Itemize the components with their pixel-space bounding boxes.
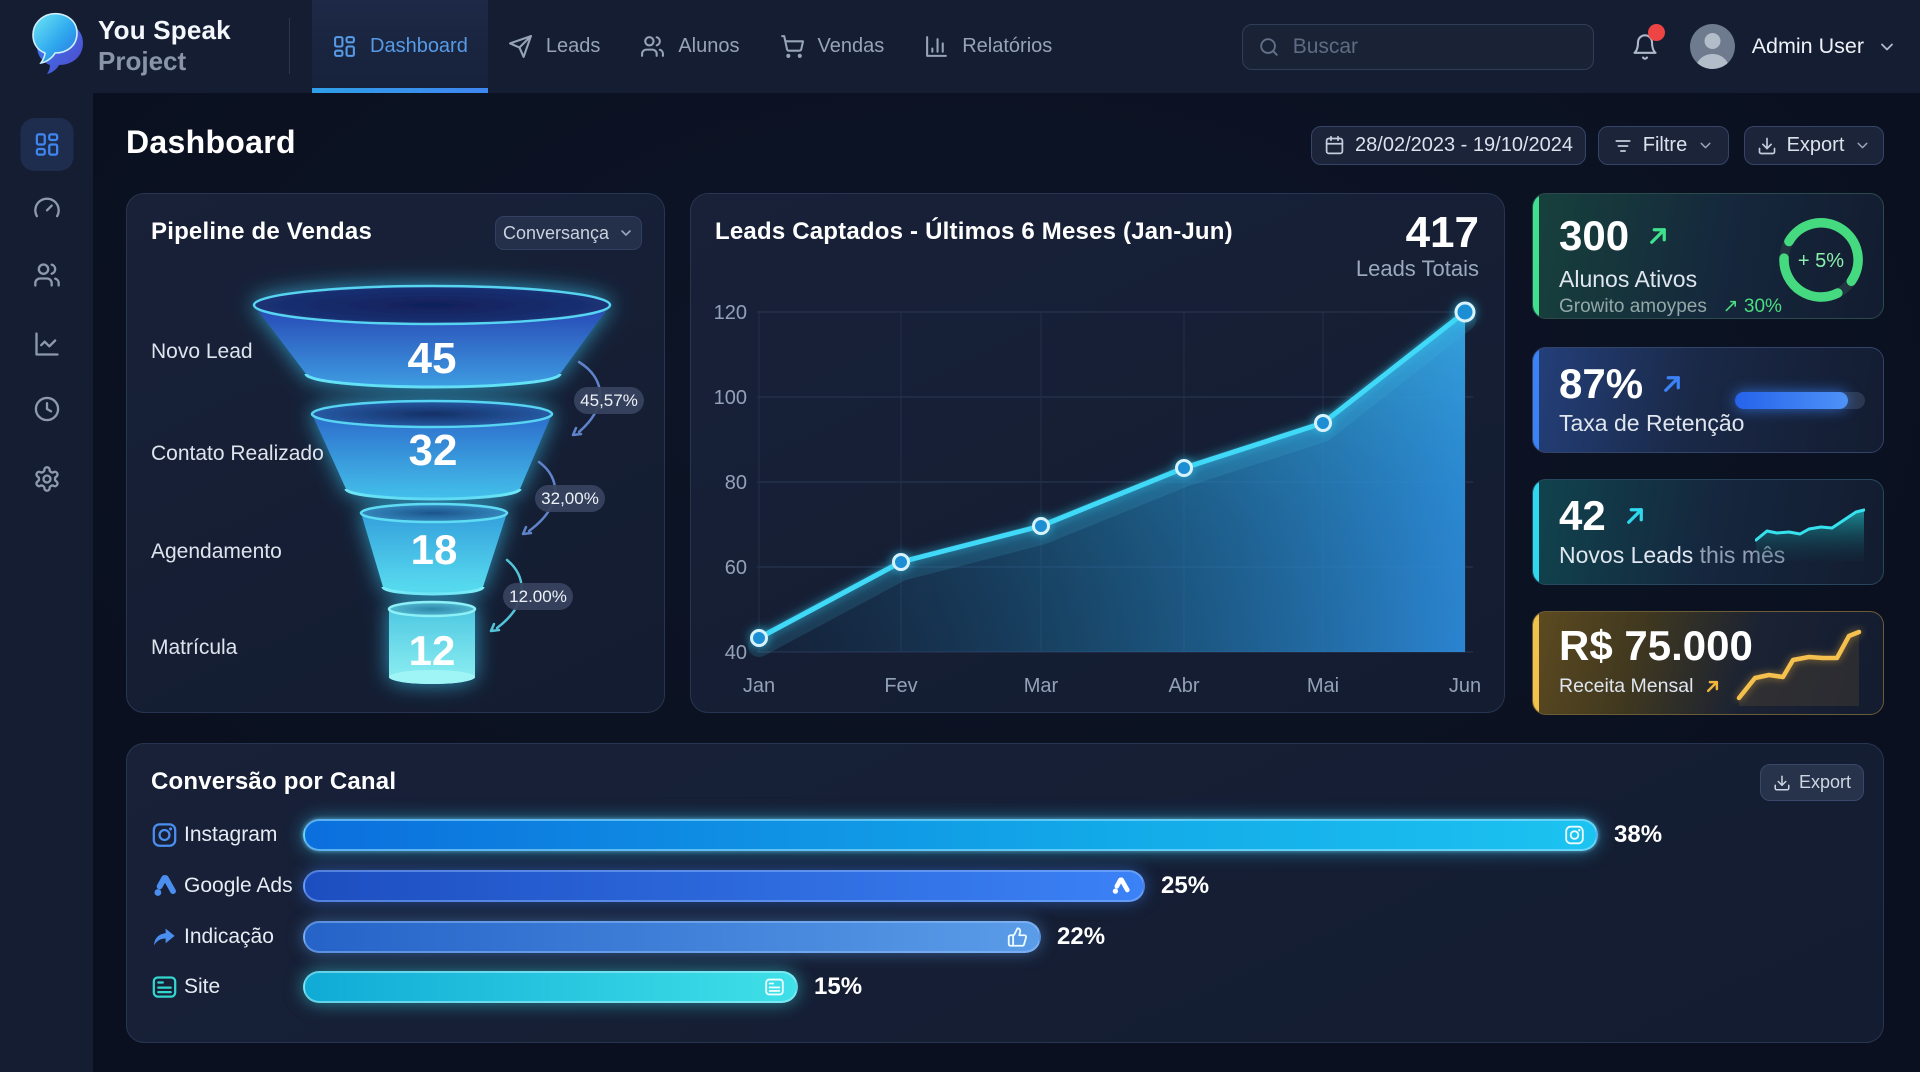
svg-text:Abr: Abr (1168, 675, 1199, 697)
svg-text:40: 40 (725, 642, 747, 664)
svg-text:120: 120 (714, 302, 747, 324)
svg-text:Mar: Mar (1024, 675, 1059, 697)
svg-text:Jan: Jan (743, 675, 775, 697)
svg-text:Agendamento: Agendamento (151, 540, 282, 563)
svg-text:80: 80 (725, 472, 747, 494)
svg-text:60: 60 (725, 557, 747, 579)
svg-text:Contato Realizado: Contato Realizado (151, 442, 324, 465)
svg-text:12: 12 (409, 627, 456, 674)
svg-text:18: 18 (411, 526, 458, 573)
svg-text:32,00%: 32,00% (541, 489, 599, 508)
svg-text:45,57%: 45,57% (580, 391, 638, 410)
svg-text:Fev: Fev (884, 675, 917, 697)
svg-text:Novo Lead: Novo Lead (151, 340, 253, 363)
svg-text:+ 5%: + 5% (1798, 250, 1844, 272)
svg-text:32: 32 (409, 426, 458, 475)
svg-text:12.00%: 12.00% (509, 587, 567, 606)
svg-text:100: 100 (714, 387, 747, 409)
svg-text:Jun: Jun (1449, 675, 1481, 697)
svg-text:Mai: Mai (1307, 675, 1339, 697)
svg-text:45: 45 (408, 334, 457, 383)
svg-text:Matrícula: Matrícula (151, 636, 238, 659)
